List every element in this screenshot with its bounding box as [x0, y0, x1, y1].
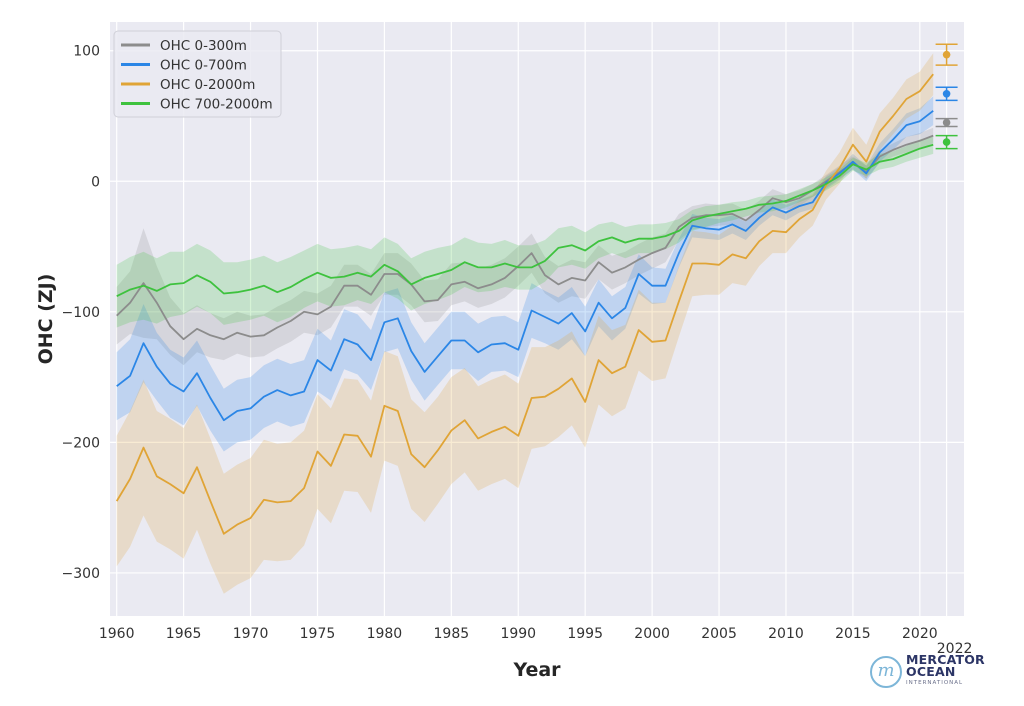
x-tick-label: 2015 [835, 626, 871, 642]
legend-label: OHC 0-700m [160, 58, 247, 74]
point-2022 [942, 50, 951, 59]
series-line [116, 143, 934, 298]
y-tick-labels: 100 0 −100 −200 −300 [62, 44, 100, 582]
series-lines [115, 73, 934, 535]
uncertainty-band [116, 127, 934, 366]
x-tick-label: 1980 [367, 626, 403, 642]
uncertainty-band [116, 135, 934, 328]
y-tick-label: −300 [62, 566, 100, 582]
legend-label: OHC 0-2000m [160, 77, 255, 93]
legend: OHC 0-300m OHC 0-700m OHC 0-2000m OHC 700-2… [113, 30, 282, 118]
logo-m-icon: m [870, 656, 902, 688]
y-tick-label: −200 [62, 435, 100, 451]
legend-label: OHC 0-300m [160, 38, 247, 54]
logo-subtitle: INTERNATIONAL [906, 680, 964, 686]
series-line [116, 134, 934, 341]
x-tick-label: 2020 [902, 626, 938, 642]
logo-name-line1: MERCATOR [906, 652, 985, 667]
legend-label: OHC 700-2000m [160, 97, 273, 113]
x-tick-label: 2010 [768, 626, 804, 642]
series-line [116, 110, 934, 422]
x-tick-labels: 1960 1965 1970 1975 1980 1985 1990 1995 2000 2005… [99, 626, 973, 657]
grid [110, 22, 964, 616]
y-tick-label: 0 [91, 174, 100, 190]
mercator-ocean-logo: m MERCATOR OCEAN INTERNATIONAL [868, 652, 988, 692]
x-tick-label: 1965 [166, 626, 202, 642]
x-tick-label: 1970 [233, 626, 269, 642]
x-tick-label: 2000 [634, 626, 670, 642]
x-tick-label: 1975 [300, 626, 336, 642]
x-tick-label: 1985 [434, 626, 470, 642]
series-line [115, 73, 934, 535]
x-axis-title: Year [512, 659, 561, 681]
y-tick-label: −100 [62, 305, 100, 321]
x-tick-label: 2005 [701, 626, 737, 642]
legend-box [113, 30, 282, 118]
x-tick-label-2022: 2022 [937, 641, 973, 657]
y-axis-title: OHC (ZJ) [35, 274, 57, 365]
x-tick-label: 1990 [500, 626, 536, 642]
point-2022 [942, 138, 951, 146]
logo-name-line2: OCEAN [906, 664, 956, 679]
y-tick-label: 100 [73, 44, 100, 60]
point-2022 [942, 118, 951, 127]
logo-name: MERCATOR OCEAN [906, 652, 985, 679]
point-2022 [942, 90, 951, 98]
x-tick-label: 1995 [567, 626, 603, 642]
points-2022 [935, 43, 958, 150]
x-tick-label: 1960 [99, 626, 135, 642]
uncertainty-band [116, 53, 934, 594]
